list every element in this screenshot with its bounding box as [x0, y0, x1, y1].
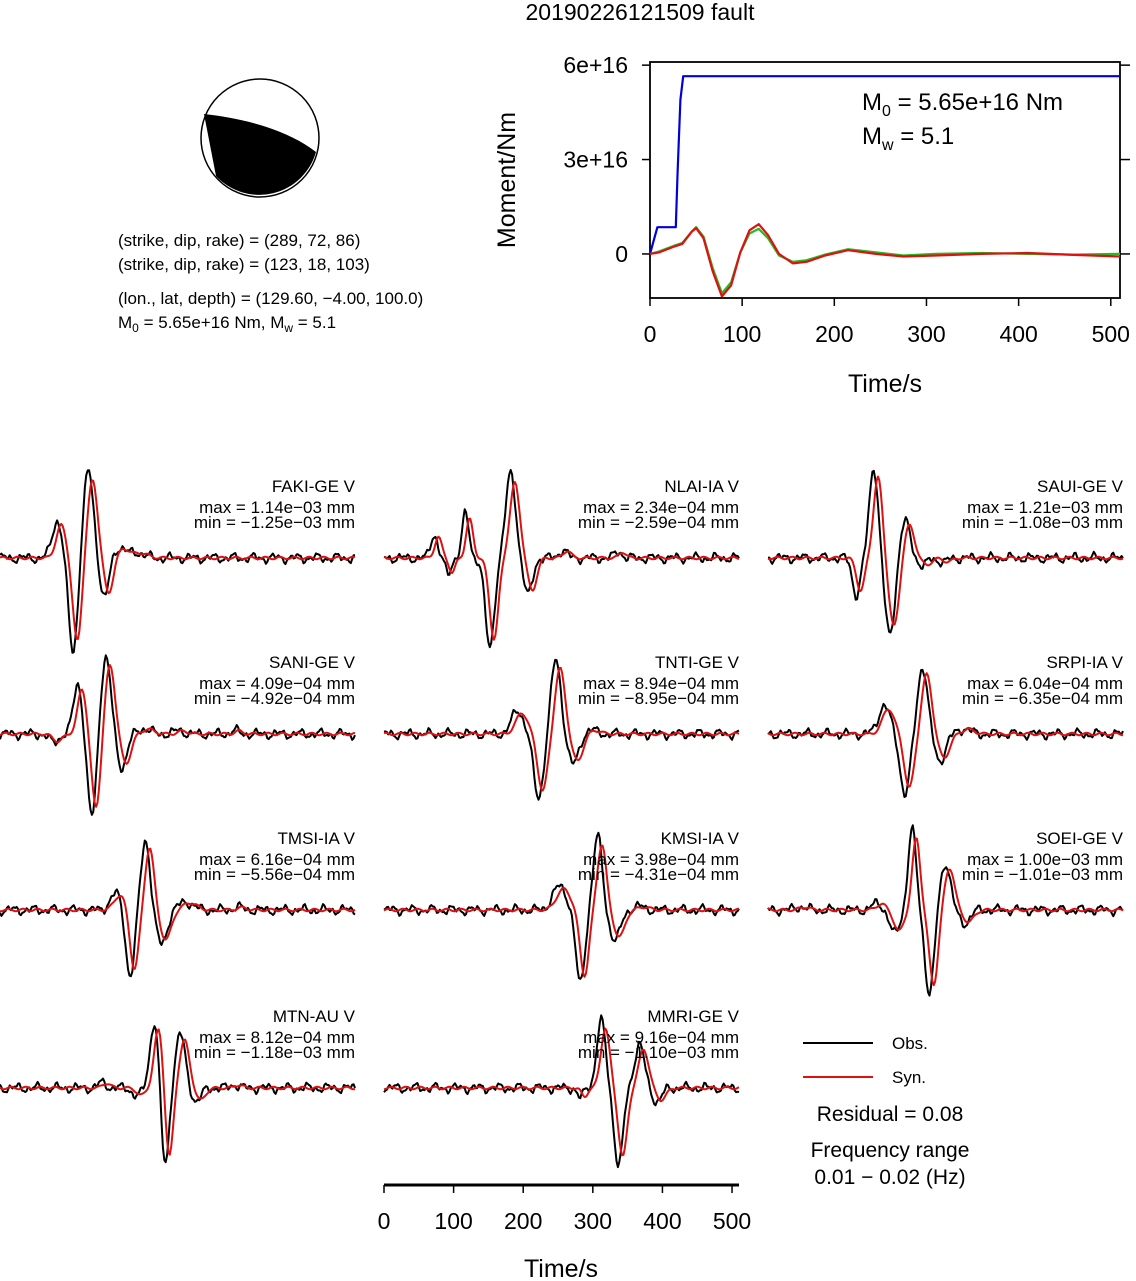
- station-max: max = 3.98e−04 mm: [583, 850, 739, 869]
- legend: Obs. Syn.: [803, 1034, 928, 1087]
- frequency-range-label: Frequency range: [811, 1139, 970, 1162]
- station-min: min = −4.31e−04 mm: [578, 865, 739, 884]
- moment-x-label: Time/s: [848, 370, 922, 398]
- moment-x-tick-label: 100: [723, 321, 761, 347]
- station-name: SAUI-GE V: [1037, 477, 1124, 496]
- station-name: FAKI-GE V: [272, 477, 356, 496]
- focal-plane-2: (strike, dip, rake) = (123, 18, 103): [118, 255, 370, 274]
- station-min: min = −2.59e−04 mm: [578, 513, 739, 532]
- waveform-time-axis: Time/s 0 100 200 300 400 500: [378, 1183, 751, 1281]
- frequency-range-value: 0.01 − 0.02 (Hz): [814, 1166, 965, 1189]
- synthetic-trace: [0, 847, 356, 970]
- waveform-x-label: Time/s: [524, 1255, 598, 1281]
- moment-x-tick-label: 200: [815, 321, 853, 347]
- residual-text: Residual = 0.08: [817, 1103, 964, 1126]
- station-min: min = −6.35e−04 mm: [962, 689, 1123, 708]
- synthetic-trace: [768, 837, 1124, 987]
- station-name: SANI-GE V: [269, 653, 356, 672]
- waveform-x-tick-label: 100: [434, 1208, 472, 1234]
- station-name: MTN-AU V: [273, 1007, 356, 1026]
- station-max: max = 6.04e−04 mm: [967, 674, 1123, 693]
- station-min: min = −4.92e−04 mm: [194, 689, 355, 708]
- moment-series-0: [648, 75, 1120, 255]
- moment-magnitude-info: M0 = 5.65e+16 Nm, Mw = 5.1: [118, 313, 336, 335]
- station-name: SRPI-IA V: [1046, 653, 1123, 672]
- location-depth: (lon., lat, depth) = (129.60, −4.00, 100…: [118, 289, 423, 308]
- station-min: min = −1.10e−03 mm: [578, 1043, 739, 1062]
- observed-trace: [767, 668, 1124, 798]
- moment-x-tick-label: 400: [999, 321, 1037, 347]
- moment-x-tick-label: 0: [644, 321, 657, 347]
- moment-plot-frame: [649, 61, 1121, 299]
- focal-plane-1: (strike, dip, rake) = (289, 72, 86): [118, 231, 360, 250]
- synthetic-trace: [767, 672, 1124, 788]
- moment-x-tick-label: 500: [1092, 321, 1130, 347]
- station-name: SOEI-GE V: [1036, 829, 1124, 848]
- moment-annotation-m0: M0 = 5.65e+16 Nm: [862, 89, 1063, 120]
- station-max: max = 6.16e−04 mm: [199, 850, 355, 869]
- waveform-x-tick-label: 400: [643, 1208, 681, 1234]
- synthetic-trace: [0, 479, 356, 640]
- station-min: min = −5.56e−04 mm: [194, 865, 355, 884]
- moment-rate-chart: 0 100 200 300 400 500 0 3e+16 6e+16 Moment/Nm Ti…: [493, 52, 1130, 398]
- station-min: min = −8.95e−04 mm: [578, 689, 739, 708]
- moment-annotation-mw: Mw = 5.1: [862, 123, 954, 154]
- figure-title: 20190226121509 fault: [526, 0, 756, 25]
- station-min: min = −1.18e−03 mm: [194, 1043, 355, 1062]
- synthetic-trace: [383, 666, 740, 792]
- waveform-x-tick-label: 200: [504, 1208, 542, 1234]
- station-max: max = 8.12e−04 mm: [199, 1028, 355, 1047]
- beachball-icon: [200, 78, 320, 198]
- observed-trace: [0, 654, 356, 816]
- station-max: max = 9.16e−04 mm: [583, 1028, 739, 1047]
- legend-obs-label: Obs.: [892, 1034, 928, 1053]
- moment-series-1: [649, 226, 1121, 295]
- station-max: max = 1.21e−03 mm: [967, 498, 1123, 517]
- station-max: max = 4.09e−04 mm: [199, 674, 355, 693]
- station-min: min = −1.25e−03 mm: [194, 513, 355, 532]
- station-max: max = 8.94e−04 mm: [583, 674, 739, 693]
- waveform-x-tick-label: 300: [574, 1208, 612, 1234]
- station-max: max = 1.00e−03 mm: [967, 850, 1123, 869]
- station-name: TMSI-IA V: [278, 829, 356, 848]
- moment-y-tick-label: 6e+16: [563, 52, 628, 78]
- waveform-x-tick-label: 0: [378, 1208, 391, 1234]
- synthetic-trace: [0, 664, 356, 808]
- station-name: MMRI-GE V: [647, 1007, 739, 1026]
- legend-syn-label: Syn.: [892, 1068, 926, 1087]
- synthetic-trace: [767, 475, 1124, 626]
- station-max: max = 2.34e−04 mm: [583, 498, 739, 517]
- station-name: KMSI-IA V: [661, 829, 740, 848]
- synthetic-trace: [0, 1028, 356, 1156]
- moment-y-tick-label: 3e+16: [563, 147, 628, 173]
- synthetic-trace: [383, 1027, 740, 1157]
- station-max: max = 1.14e−03 mm: [199, 498, 355, 517]
- moment-series-2: [649, 223, 1121, 298]
- waveform-x-tick-label: 500: [713, 1208, 751, 1234]
- station-name: TNTI-GE V: [655, 653, 740, 672]
- moment-x-tick-label: 300: [907, 321, 945, 347]
- station-min: min = −1.08e−03 mm: [962, 513, 1123, 532]
- station-min: min = −1.01e−03 mm: [962, 865, 1123, 884]
- moment-y-label: Moment/Nm: [493, 112, 521, 248]
- synthetic-trace: [383, 481, 740, 641]
- observed-trace: [383, 658, 740, 801]
- station-name: NLAI-IA V: [664, 477, 739, 496]
- moment-y-tick-label: 0: [615, 241, 628, 267]
- synthetic-trace: [383, 844, 739, 978]
